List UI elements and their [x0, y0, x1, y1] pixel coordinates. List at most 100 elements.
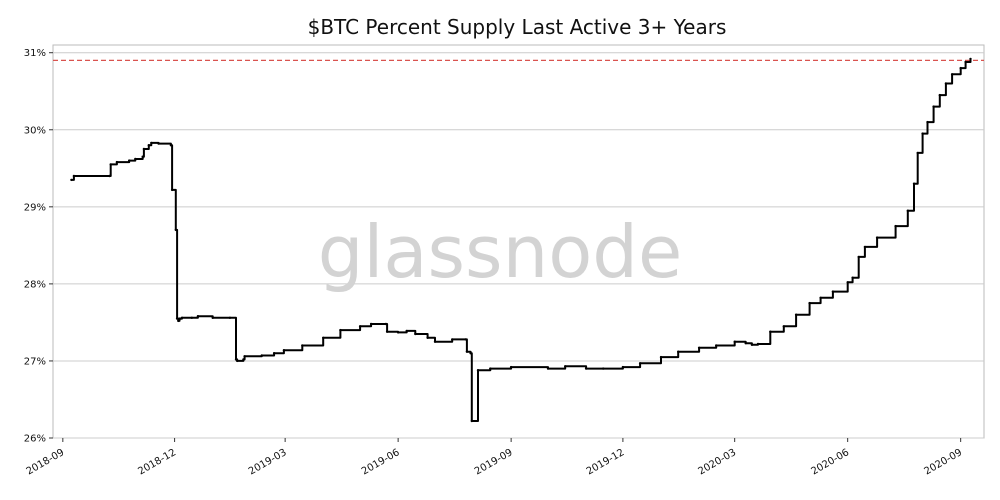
data-point [912, 182, 916, 185]
data-point [128, 159, 131, 162]
data-point [358, 325, 362, 328]
x-tick-label: 2020-06 [809, 447, 851, 477]
data-point [170, 188, 174, 192]
data-point [242, 358, 245, 361]
data-point [384, 322, 388, 326]
data-point [715, 344, 718, 347]
data-point [677, 350, 680, 353]
data-point [396, 331, 400, 334]
data-point [115, 160, 119, 164]
data-point [405, 329, 408, 333]
data-point [211, 316, 214, 319]
data-point [369, 322, 373, 326]
data-point [70, 178, 73, 182]
data-point [921, 132, 924, 135]
series-group [70, 57, 972, 423]
data-point [174, 228, 177, 232]
x-tick-label: 2020-09 [922, 447, 964, 477]
x-tick-label: 2019-12 [585, 447, 627, 477]
data-point [414, 332, 417, 336]
data-point [546, 367, 550, 370]
y-tick-label: 30% [24, 125, 46, 136]
y-tick-label: 26% [24, 434, 46, 445]
data-point [470, 419, 473, 423]
data-point [926, 120, 929, 124]
x-tick-label: 2019-03 [247, 447, 289, 477]
data-point [964, 60, 967, 64]
data-point [109, 163, 112, 166]
data-point [769, 330, 772, 333]
data-point [451, 338, 454, 341]
data-point [322, 336, 325, 339]
data-point [782, 325, 785, 328]
data-point [621, 365, 625, 369]
data-point [950, 73, 954, 76]
data-point [938, 93, 941, 97]
data-point [190, 316, 193, 319]
data-point [602, 367, 605, 370]
data-point [831, 290, 835, 293]
data-point [638, 362, 642, 365]
y-tick-label: 28% [24, 279, 46, 290]
data-point [932, 105, 935, 108]
data-point [169, 144, 173, 147]
data-point [959, 66, 962, 70]
y-axis: 26% 27% 28% 29% 30% 31% [24, 48, 53, 445]
data-point [564, 365, 567, 368]
data-point [509, 365, 513, 369]
data-point [476, 369, 480, 372]
data-point [733, 340, 736, 343]
data-point [157, 142, 160, 145]
x-tick-label: 2019-09 [473, 447, 515, 477]
data-point [819, 296, 822, 299]
data-point [141, 155, 144, 158]
x-tick-label: 2020-03 [696, 447, 738, 477]
data-point [851, 276, 854, 279]
chart-title: $BTC Percent Supply Last Active 3+ Years [308, 15, 727, 39]
data-point [659, 355, 663, 359]
plot-frame [52, 44, 985, 439]
series-line [71, 58, 972, 422]
data-point [794, 313, 798, 316]
data-point [846, 281, 849, 284]
data-point [464, 338, 467, 341]
x-axis: 2018-09 2018-12 2019-03 2019-06 2019-09 2019-… [25, 438, 964, 477]
data-point [177, 319, 180, 323]
data-point [150, 141, 153, 145]
data-point [756, 342, 760, 346]
data-point [906, 209, 909, 212]
data-point [916, 151, 919, 155]
data-point [750, 343, 754, 346]
data-point [894, 224, 897, 228]
data-point [339, 328, 342, 332]
data-point [243, 355, 246, 358]
x-tick-label: 2018-12 [136, 447, 178, 477]
data-point [697, 346, 701, 349]
data-point [134, 157, 137, 161]
data-point [236, 359, 239, 363]
data-point [180, 316, 184, 319]
data-point [228, 316, 232, 319]
plot-area [52, 44, 985, 439]
data-point [385, 330, 389, 333]
data-point [465, 350, 469, 353]
data-point [108, 174, 111, 178]
data-point [175, 317, 179, 320]
data-point [808, 301, 811, 305]
y-tick-label: 29% [24, 202, 46, 213]
data-point [857, 255, 860, 259]
data-point [969, 57, 972, 61]
glassnode-watermark: glassnode [318, 210, 683, 294]
data-point [147, 144, 150, 147]
data-point [260, 354, 263, 357]
x-tick-label: 2018-09 [25, 447, 67, 477]
data-point [584, 367, 588, 370]
data-point [196, 315, 200, 318]
data-point [489, 367, 492, 370]
data-point [426, 336, 429, 339]
gridlines [53, 52, 984, 439]
data-point [272, 352, 276, 355]
data-point [433, 340, 437, 343]
